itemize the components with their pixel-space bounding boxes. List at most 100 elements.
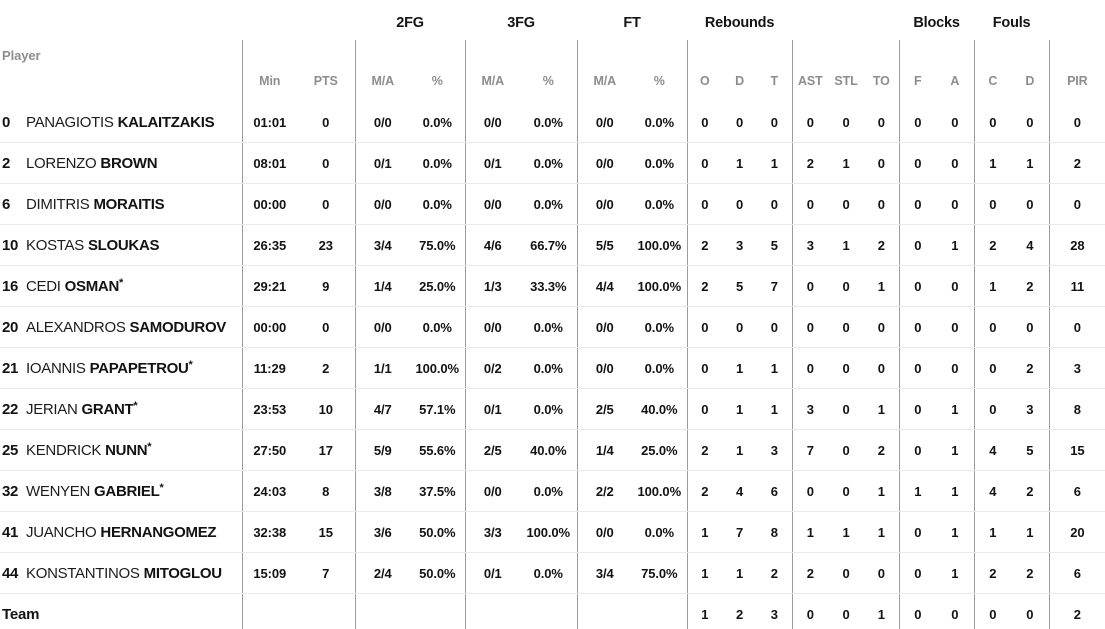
col-header-to: TO	[872, 74, 890, 88]
stat-min: 08:01	[241, 142, 297, 184]
col-header-foul-c: C	[973, 40, 1012, 102]
stat-to: 1	[864, 511, 900, 553]
stat-ft-ma: 5/5	[576, 224, 633, 266]
stat-block-a: 1	[936, 552, 975, 594]
col-header-player: Player	[2, 48, 41, 63]
col-header-block-a: A	[950, 74, 960, 88]
stat-pir: 0	[1048, 306, 1105, 348]
player-row: 0 PANAGIOTIS KALAITZAKIS 01:01 0 0/0 0.0% 0/0 0.…	[0, 102, 1105, 143]
stat-pts: 0	[297, 306, 355, 348]
player-row: 10 KOSTAS SLOUKAS 26:35 23 3/4 75.0% 4/6 66.7% 5/…	[0, 224, 1105, 266]
stat-ft-pct: 0.0%	[632, 142, 688, 184]
stat-pir: 28	[1048, 224, 1105, 266]
player-number: 25	[2, 441, 19, 459]
player-name-cell[interactable]: 25 KENDRICK NUNN*	[0, 429, 242, 471]
player-first-name: KONSTANTINOS	[26, 564, 140, 582]
stat-ft-ma: 0/0	[576, 102, 633, 143]
col-header-stl: STL	[834, 74, 858, 88]
stat-min: 24:03	[241, 470, 297, 512]
player-first-name: PANAGIOTIS	[26, 113, 114, 131]
stat-reb-t: 3	[757, 593, 793, 629]
stat-foul-c: 1	[973, 142, 1012, 184]
stat-pir: 2	[1048, 142, 1105, 184]
stat-block-f: 0	[898, 388, 937, 430]
player-name-cell[interactable]: 32 WENYEN GABRIEL*	[0, 470, 242, 512]
stat-reb-t: 8	[757, 511, 793, 553]
player-number: 20	[2, 318, 19, 336]
stat-reb-t: 5	[757, 224, 793, 266]
stat-3fg-pct: 0.0%	[520, 183, 578, 225]
summary-label: Team	[2, 605, 40, 623]
stat-3fg-ma: 3/3	[464, 511, 521, 553]
stat-block-f: 0	[898, 347, 937, 389]
stat-reb-d: 2	[722, 593, 758, 629]
stat-foul-c: 2	[973, 224, 1012, 266]
starter-mark: *	[188, 358, 193, 371]
stat-ft-pct: 100.0%	[632, 265, 688, 307]
stat-foul-c: 0	[973, 306, 1012, 348]
player-name-cell[interactable]: 21 IOANNIS PAPAPETROU*	[0, 347, 242, 389]
stat-pts: 0	[297, 102, 355, 143]
stat-3fg-ma: 0/0	[464, 183, 521, 225]
player-last-name: KALAITZAKIS	[117, 113, 215, 131]
stat-pir: 11	[1048, 265, 1105, 307]
player-name-cell[interactable]: 41 JUANCHO HERNANGOMEZ	[0, 511, 242, 553]
stat-block-a: 0	[936, 142, 975, 184]
stat-foul-c: 0	[973, 183, 1012, 225]
stat-3fg-pct: 0.0%	[520, 388, 578, 430]
stat-reb-o: 1	[686, 593, 723, 629]
stat-3fg-pct: 66.7%	[520, 224, 578, 266]
stat-reb-o: 2	[686, 429, 723, 471]
stat-block-a: 1	[936, 470, 975, 512]
stat-pir: 6	[1048, 552, 1105, 594]
stat-stl: 0	[828, 306, 865, 348]
player-number: 41	[2, 523, 19, 541]
stat-foul-c: 4	[973, 429, 1012, 471]
stat-2fg-pct: 57.1%	[410, 388, 466, 430]
stat-ft-pct: 0.0%	[632, 306, 688, 348]
group-header-fouls: Fouls	[992, 15, 1031, 31]
col-header-pir: PIR	[1048, 40, 1105, 102]
stat-reb-d: 1	[722, 142, 758, 184]
stat-to: 1	[864, 388, 900, 430]
stat-2fg-pct: 100.0%	[410, 347, 466, 389]
player-last-name: SLOUKAS	[87, 236, 160, 254]
player-name-cell[interactable]: 0 PANAGIOTIS KALAITZAKIS	[0, 102, 242, 143]
stat-pts: 7	[297, 552, 355, 594]
stat-reb-o: 0	[686, 347, 723, 389]
player-row: 20 ALEXANDROS SAMODUROV 00:00 0 0/0 0.0% 0/0 0.0…	[0, 306, 1105, 348]
stat-stl: 1	[828, 142, 865, 184]
player-name-cell[interactable]: 44 KONSTANTINOS MITOGLOU	[0, 552, 242, 594]
stat-to: 0	[864, 142, 900, 184]
stat-stl: 1	[828, 511, 865, 553]
stat-2fg-ma: 0/1	[354, 142, 410, 184]
stat-2fg-ma: 3/6	[354, 511, 410, 553]
stat-reb-d: 5	[722, 265, 758, 307]
stat-3fg-ma: 4/6	[464, 224, 521, 266]
stat-ft-ma: 0/0	[576, 142, 633, 184]
stat-reb-o: 2	[686, 470, 723, 512]
player-last-name: OSMAN	[64, 277, 120, 295]
stat-reb-t: 6	[757, 470, 793, 512]
stat-ast: 2	[791, 142, 829, 184]
player-last-name: SAMODUROV	[129, 318, 227, 336]
stat-to: 0	[864, 552, 900, 594]
stat-to: 1	[864, 265, 900, 307]
player-name-cell[interactable]: 16 CEDI OSMAN*	[0, 265, 242, 307]
col-header-pts: PTS	[313, 74, 338, 88]
stat-ft-ma: 4/4	[576, 265, 633, 307]
player-name-cell[interactable]: 20 ALEXANDROS SAMODUROV	[0, 306, 242, 348]
player-name-cell[interactable]: 22 JERIAN GRANT*	[0, 388, 242, 430]
stat-foul-c: 0	[973, 593, 1012, 629]
stat-2fg-pct: 0.0%	[410, 102, 466, 143]
player-name-cell[interactable]: 6 DIMITRIS MORAITIS	[0, 183, 242, 225]
stat-to: 1	[864, 470, 900, 512]
stat-ft-pct: 100.0%	[632, 224, 688, 266]
stat-foul-d: 2	[1011, 265, 1050, 307]
stat-reb-o: 1	[686, 552, 723, 594]
player-first-name: ALEXANDROS	[26, 318, 126, 336]
player-name-cell[interactable]: 10 KOSTAS SLOUKAS	[0, 224, 242, 266]
player-name-cell[interactable]: 2 LORENZO BROWN	[0, 142, 242, 184]
stat-3fg-ma	[464, 593, 521, 629]
stat-reb-d: 1	[722, 429, 758, 471]
